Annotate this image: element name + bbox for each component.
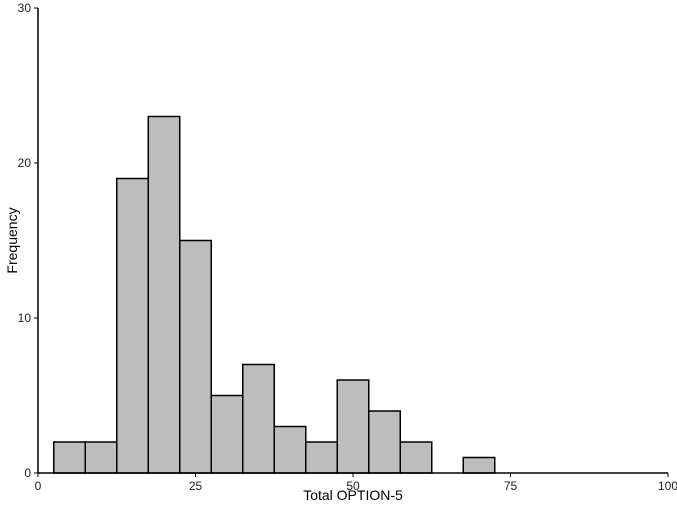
y-axis-ticks: 0 10 20 30 [18, 1, 38, 480]
y-tick-label: 0 [24, 466, 31, 480]
histogram-bar-1 [84, 441, 118, 474]
x-tick-label: 100 [658, 479, 677, 493]
histogram-bar-9 [336, 379, 370, 474]
histogram-bar-4 [179, 239, 212, 474]
histogram-bar-7 [273, 425, 307, 474]
x-axis-ticks: 0 25 50 75 100 [35, 473, 677, 493]
histogram-bar-11 [399, 441, 433, 474]
histogram-bar-3 [147, 115, 181, 474]
histogram-bar-6 [242, 363, 275, 474]
histogram-bar-8 [305, 441, 338, 474]
x-tick-label: 50 [346, 479, 360, 493]
x-tick-label: 25 [189, 479, 203, 493]
y-tick-label: 30 [18, 1, 32, 15]
histogram-bar-5 [210, 394, 244, 474]
x-tick-label: 0 [35, 479, 42, 493]
y-axis-title: Frequency [4, 207, 20, 273]
histogram-bar-0 [53, 441, 86, 474]
y-tick-label: 20 [18, 156, 32, 170]
bars-group [53, 115, 496, 474]
x-tick-label: 75 [504, 479, 518, 493]
histogram-bar-13 [462, 456, 496, 474]
histogram-bar-10 [368, 410, 401, 474]
histogram-bar-2 [116, 177, 149, 474]
x-axis-title: Total OPTION-5 [303, 487, 403, 503]
y-tick-label: 10 [18, 311, 32, 325]
